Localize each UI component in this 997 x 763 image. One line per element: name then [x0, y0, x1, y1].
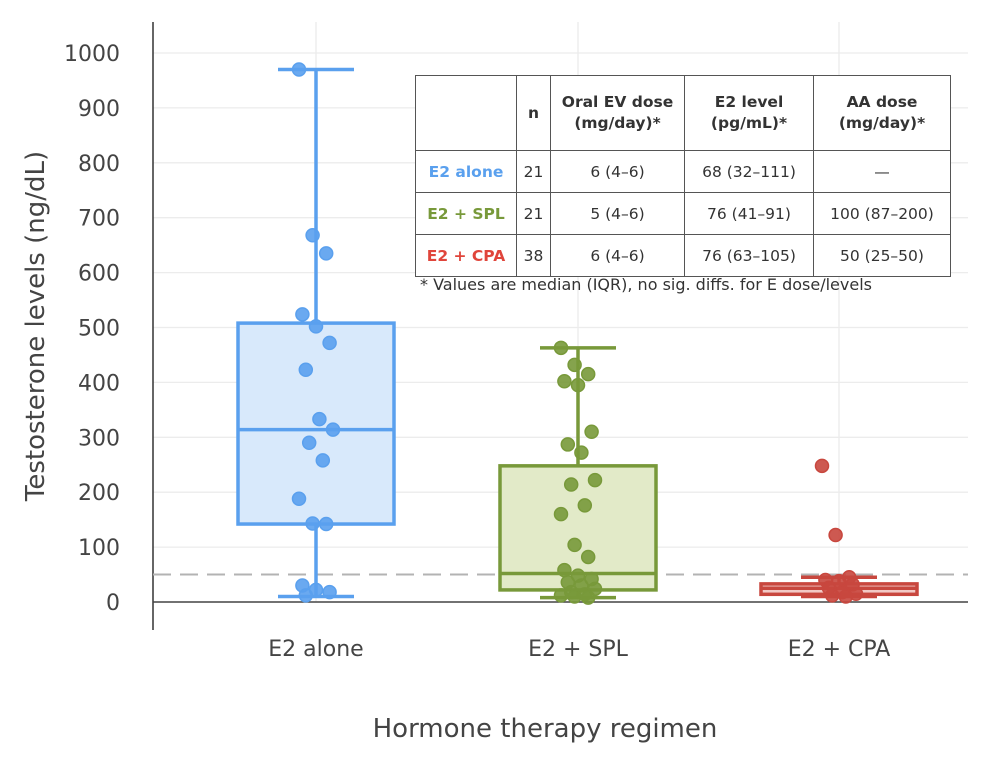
summary-table: n Oral EV dose (mg/day)* E2 level (pg/mL…	[415, 75, 951, 277]
row-aa-dose: 50 (25–50)	[813, 234, 951, 277]
row-aa-dose: —	[813, 150, 951, 193]
y-tick-label: 600	[78, 262, 120, 287]
row-n: 38	[516, 234, 551, 277]
data-point	[322, 584, 337, 600]
data-point	[308, 319, 324, 334]
y-tick-labels: 0 100 200 300 400 500 600 700 800 900 1000	[64, 42, 120, 616]
y-tick-label: 900	[78, 97, 120, 122]
data-point	[584, 424, 599, 440]
data-point	[577, 498, 593, 513]
data-point	[580, 590, 596, 605]
data-points	[291, 62, 864, 605]
data-point	[312, 411, 327, 427]
data-point	[315, 453, 331, 468]
row-group-label: E2 + SPL	[415, 192, 517, 235]
data-point	[318, 516, 334, 532]
table-row: E2 + SPL 21 5 (4–6) 76 (41–91) 100 (87–2…	[415, 192, 951, 235]
data-point	[824, 588, 840, 603]
data-point	[838, 589, 854, 604]
row-ev-dose: 5 (4–6)	[550, 192, 685, 235]
table-row: E2 + CPA 38 6 (4–6) 76 (63–105) 50 (25–5…	[415, 234, 951, 277]
data-point	[580, 549, 596, 565]
data-point	[574, 445, 589, 460]
data-point	[560, 437, 576, 452]
table-header-row: n Oral EV dose (mg/day)* E2 level (pg/mL…	[415, 75, 951, 151]
y-tick-label: 500	[78, 317, 120, 342]
data-point	[553, 340, 569, 356]
data-point	[553, 588, 569, 603]
data-point	[553, 506, 569, 522]
table-footnote: * Values are median (IQR), no sig. diffs…	[420, 275, 872, 294]
y-tick-label: 0	[106, 591, 120, 616]
data-point	[305, 516, 320, 531]
data-point	[814, 458, 830, 474]
y-axis-title: Testosterone levels (ng/dL)	[21, 151, 51, 502]
data-point	[557, 374, 572, 389]
data-point	[557, 562, 572, 578]
data-point	[580, 366, 596, 382]
y-tick-label: 300	[78, 426, 120, 451]
data-point	[322, 335, 337, 351]
data-point	[563, 477, 579, 492]
y-tick-label: 1000	[64, 42, 120, 67]
row-ev-dose: 6 (4–6)	[550, 234, 685, 277]
y-tick-label: 700	[78, 207, 120, 232]
x-tick-label: E2 + SPL	[528, 637, 629, 662]
data-point	[298, 362, 314, 378]
data-point	[295, 307, 310, 322]
data-point	[318, 246, 334, 261]
table-row: E2 alone 21 6 (4–6) 68 (32–111) —	[415, 150, 951, 193]
data-point	[325, 422, 341, 437]
data-point	[301, 435, 317, 451]
header-group	[415, 75, 517, 151]
header-e2-level: E2 level (pg/mL)*	[684, 75, 814, 151]
row-ev-dose: 6 (4–6)	[550, 150, 685, 193]
row-e2-level: 76 (41–91)	[684, 192, 814, 235]
data-point	[291, 62, 307, 77]
y-tick-label: 400	[78, 371, 120, 396]
data-point	[567, 537, 582, 553]
y-tick-label: 100	[78, 536, 120, 561]
data-point	[570, 377, 586, 393]
header-n: n	[516, 75, 551, 151]
x-tick-labels: E2 alone E2 + SPL E2 + CPA	[268, 637, 890, 662]
data-point	[567, 357, 582, 373]
data-point	[305, 228, 320, 243]
y-tick-label: 800	[78, 152, 120, 177]
row-n: 21	[516, 192, 551, 235]
x-tick-label: E2 + CPA	[788, 637, 891, 662]
data-point	[587, 472, 603, 488]
row-n: 21	[516, 150, 551, 193]
header-ev-dose: Oral EV dose (mg/day)*	[550, 75, 685, 151]
row-aa-dose: 100 (87–200)	[813, 192, 951, 235]
row-e2-level: 68 (32–111)	[684, 150, 814, 193]
header-aa-dose: AA dose (mg/day)*	[813, 75, 951, 151]
row-group-label: E2 alone	[415, 150, 517, 193]
data-point	[291, 491, 307, 507]
x-tick-label: E2 alone	[268, 637, 363, 662]
data-point	[567, 589, 582, 604]
row-e2-level: 76 (63–105)	[684, 234, 814, 277]
x-axis-title: Hormone therapy regimen	[373, 714, 718, 744]
y-tick-label: 200	[78, 481, 120, 506]
data-point	[828, 527, 843, 543]
data-point	[298, 588, 314, 603]
row-group-label: E2 + CPA	[415, 234, 517, 277]
